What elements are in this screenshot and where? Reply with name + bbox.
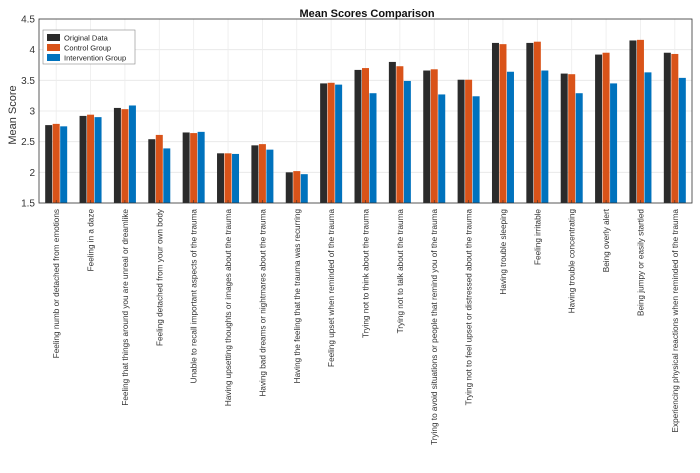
bar-original-data (320, 83, 328, 203)
bar-original-data (526, 42, 534, 203)
bar-intervention-group (541, 70, 549, 204)
bar-control-group (87, 114, 95, 203)
x-tick-label: Unable to recall important aspects of th… (190, 209, 199, 384)
bar-original-data (595, 54, 603, 203)
y-tick-label: 2.5 (21, 137, 35, 148)
bar-control-group (671, 53, 679, 204)
bar-control-group (568, 74, 576, 203)
bar-original-data (285, 172, 293, 203)
bar-original-data (663, 52, 671, 203)
bar-control-group (52, 123, 60, 203)
bar-intervention-group (197, 131, 205, 203)
y-tick-label: 1.5 (21, 199, 35, 210)
bar-control-group (293, 171, 301, 203)
bar-intervention-group (94, 117, 102, 203)
bar-original-data (388, 61, 396, 203)
bar-control-group (362, 68, 369, 203)
bar-intervention-group (300, 174, 308, 203)
legend-swatch (47, 54, 60, 61)
x-tick-label: Trying not to think about the trauma (362, 209, 371, 338)
bar-control-group (396, 66, 404, 203)
bar-original-data (491, 42, 499, 203)
bar-intervention-group (678, 77, 686, 203)
bar-original-data (182, 132, 190, 203)
x-tick-label: Having the feeling that the trauma was r… (293, 209, 302, 384)
bar-control-group (430, 69, 438, 203)
y-tick-label: 3 (29, 107, 35, 118)
y-axis-label: Mean Score (7, 85, 19, 144)
bar-original-data (560, 73, 568, 203)
bar-intervention-group (369, 93, 377, 203)
y-tick-label: 2 (29, 168, 35, 179)
bar-intervention-group (266, 149, 274, 203)
bar-original-data (45, 125, 53, 203)
legend-entry: Intervention Group (64, 54, 126, 63)
bar-control-group (155, 134, 163, 203)
bar-original-data (354, 69, 362, 203)
axes (38, 18, 693, 204)
bar-intervention-group (506, 71, 514, 203)
bar-intervention-group (438, 94, 446, 203)
x-tick-label: Having bad dreams or nightmares about th… (258, 209, 267, 397)
bar-original-data (217, 153, 225, 203)
y-tick-labels: 1.5 2 2.5 3 3.5 4 4.5 (21, 15, 35, 210)
x-tick-label: Having upsetting thoughts or images abou… (224, 209, 233, 407)
bar-intervention-group (610, 83, 618, 203)
y-tick-label: 3.5 (21, 76, 35, 87)
bar-control-group (258, 144, 266, 203)
legend-entry: Original Data (64, 34, 109, 43)
x-tick-label: Being overly alert (602, 208, 611, 272)
bars (45, 39, 686, 204)
bar-original-data (423, 70, 431, 204)
y-tick-label: 4.5 (21, 15, 35, 26)
bar-original-data (251, 145, 259, 203)
bar-control-group (499, 44, 507, 203)
bar-control-group (190, 133, 198, 203)
x-tick-label: Feeling that things around you are unrea… (121, 209, 130, 406)
bar-intervention-group (472, 96, 480, 203)
bar-control-group (465, 79, 473, 203)
bar-intervention-group (335, 84, 343, 203)
x-tick-label: Experiencing physical reactions when rem… (671, 209, 680, 433)
legend-swatch (47, 44, 60, 51)
x-tick-label: Being jumpy or easily startled (636, 209, 645, 316)
x-tick-label: Feeling irritable (533, 209, 542, 265)
x-tick-label: Feeling numb or detached from emotions (52, 209, 61, 358)
x-tick-labels: Feeling numb or detached from emotions Fe… (52, 208, 680, 445)
bar-intervention-group (163, 148, 171, 203)
x-tick-label: Feeling detached from your own body (155, 208, 164, 346)
legend-entry: Control Group (64, 44, 111, 53)
x-tick-label: Trying to avoid situations or people tha… (430, 209, 439, 445)
chart-title: Mean Scores Comparison (299, 8, 434, 20)
bar-intervention-group (60, 126, 68, 203)
bar-original-data (629, 40, 637, 203)
x-tick-label: Having trouble concentrating (568, 209, 577, 314)
bar-intervention-group (232, 153, 240, 203)
bar-intervention-group (128, 105, 136, 203)
bar-control-group (224, 153, 232, 203)
x-tick-label: Trying not to talk about the trauma (396, 209, 405, 334)
bar-original-data (148, 139, 156, 203)
bar-intervention-group (644, 72, 652, 203)
bar-control-group (121, 109, 129, 203)
bar-control-group (327, 82, 335, 203)
bar-intervention-group (403, 80, 411, 203)
x-tick-label: Trying not to feel upset or distressed a… (465, 209, 474, 406)
bar-original-data (113, 107, 121, 203)
bar-original-data (457, 79, 465, 203)
bar-control-group (533, 41, 541, 204)
x-tick-label: Having trouble sleeping (499, 209, 508, 295)
bar-control-group (636, 39, 644, 203)
x-tick-label: Feeling in a daze (87, 209, 96, 272)
y-tick-label: 4 (29, 45, 35, 56)
legend-swatch (47, 34, 60, 41)
bar-control-group (602, 52, 610, 203)
x-tick-label: Feeling upset when reminded of the traum… (327, 209, 336, 367)
bar-intervention-group (575, 93, 583, 203)
bar-original-data (79, 115, 87, 203)
